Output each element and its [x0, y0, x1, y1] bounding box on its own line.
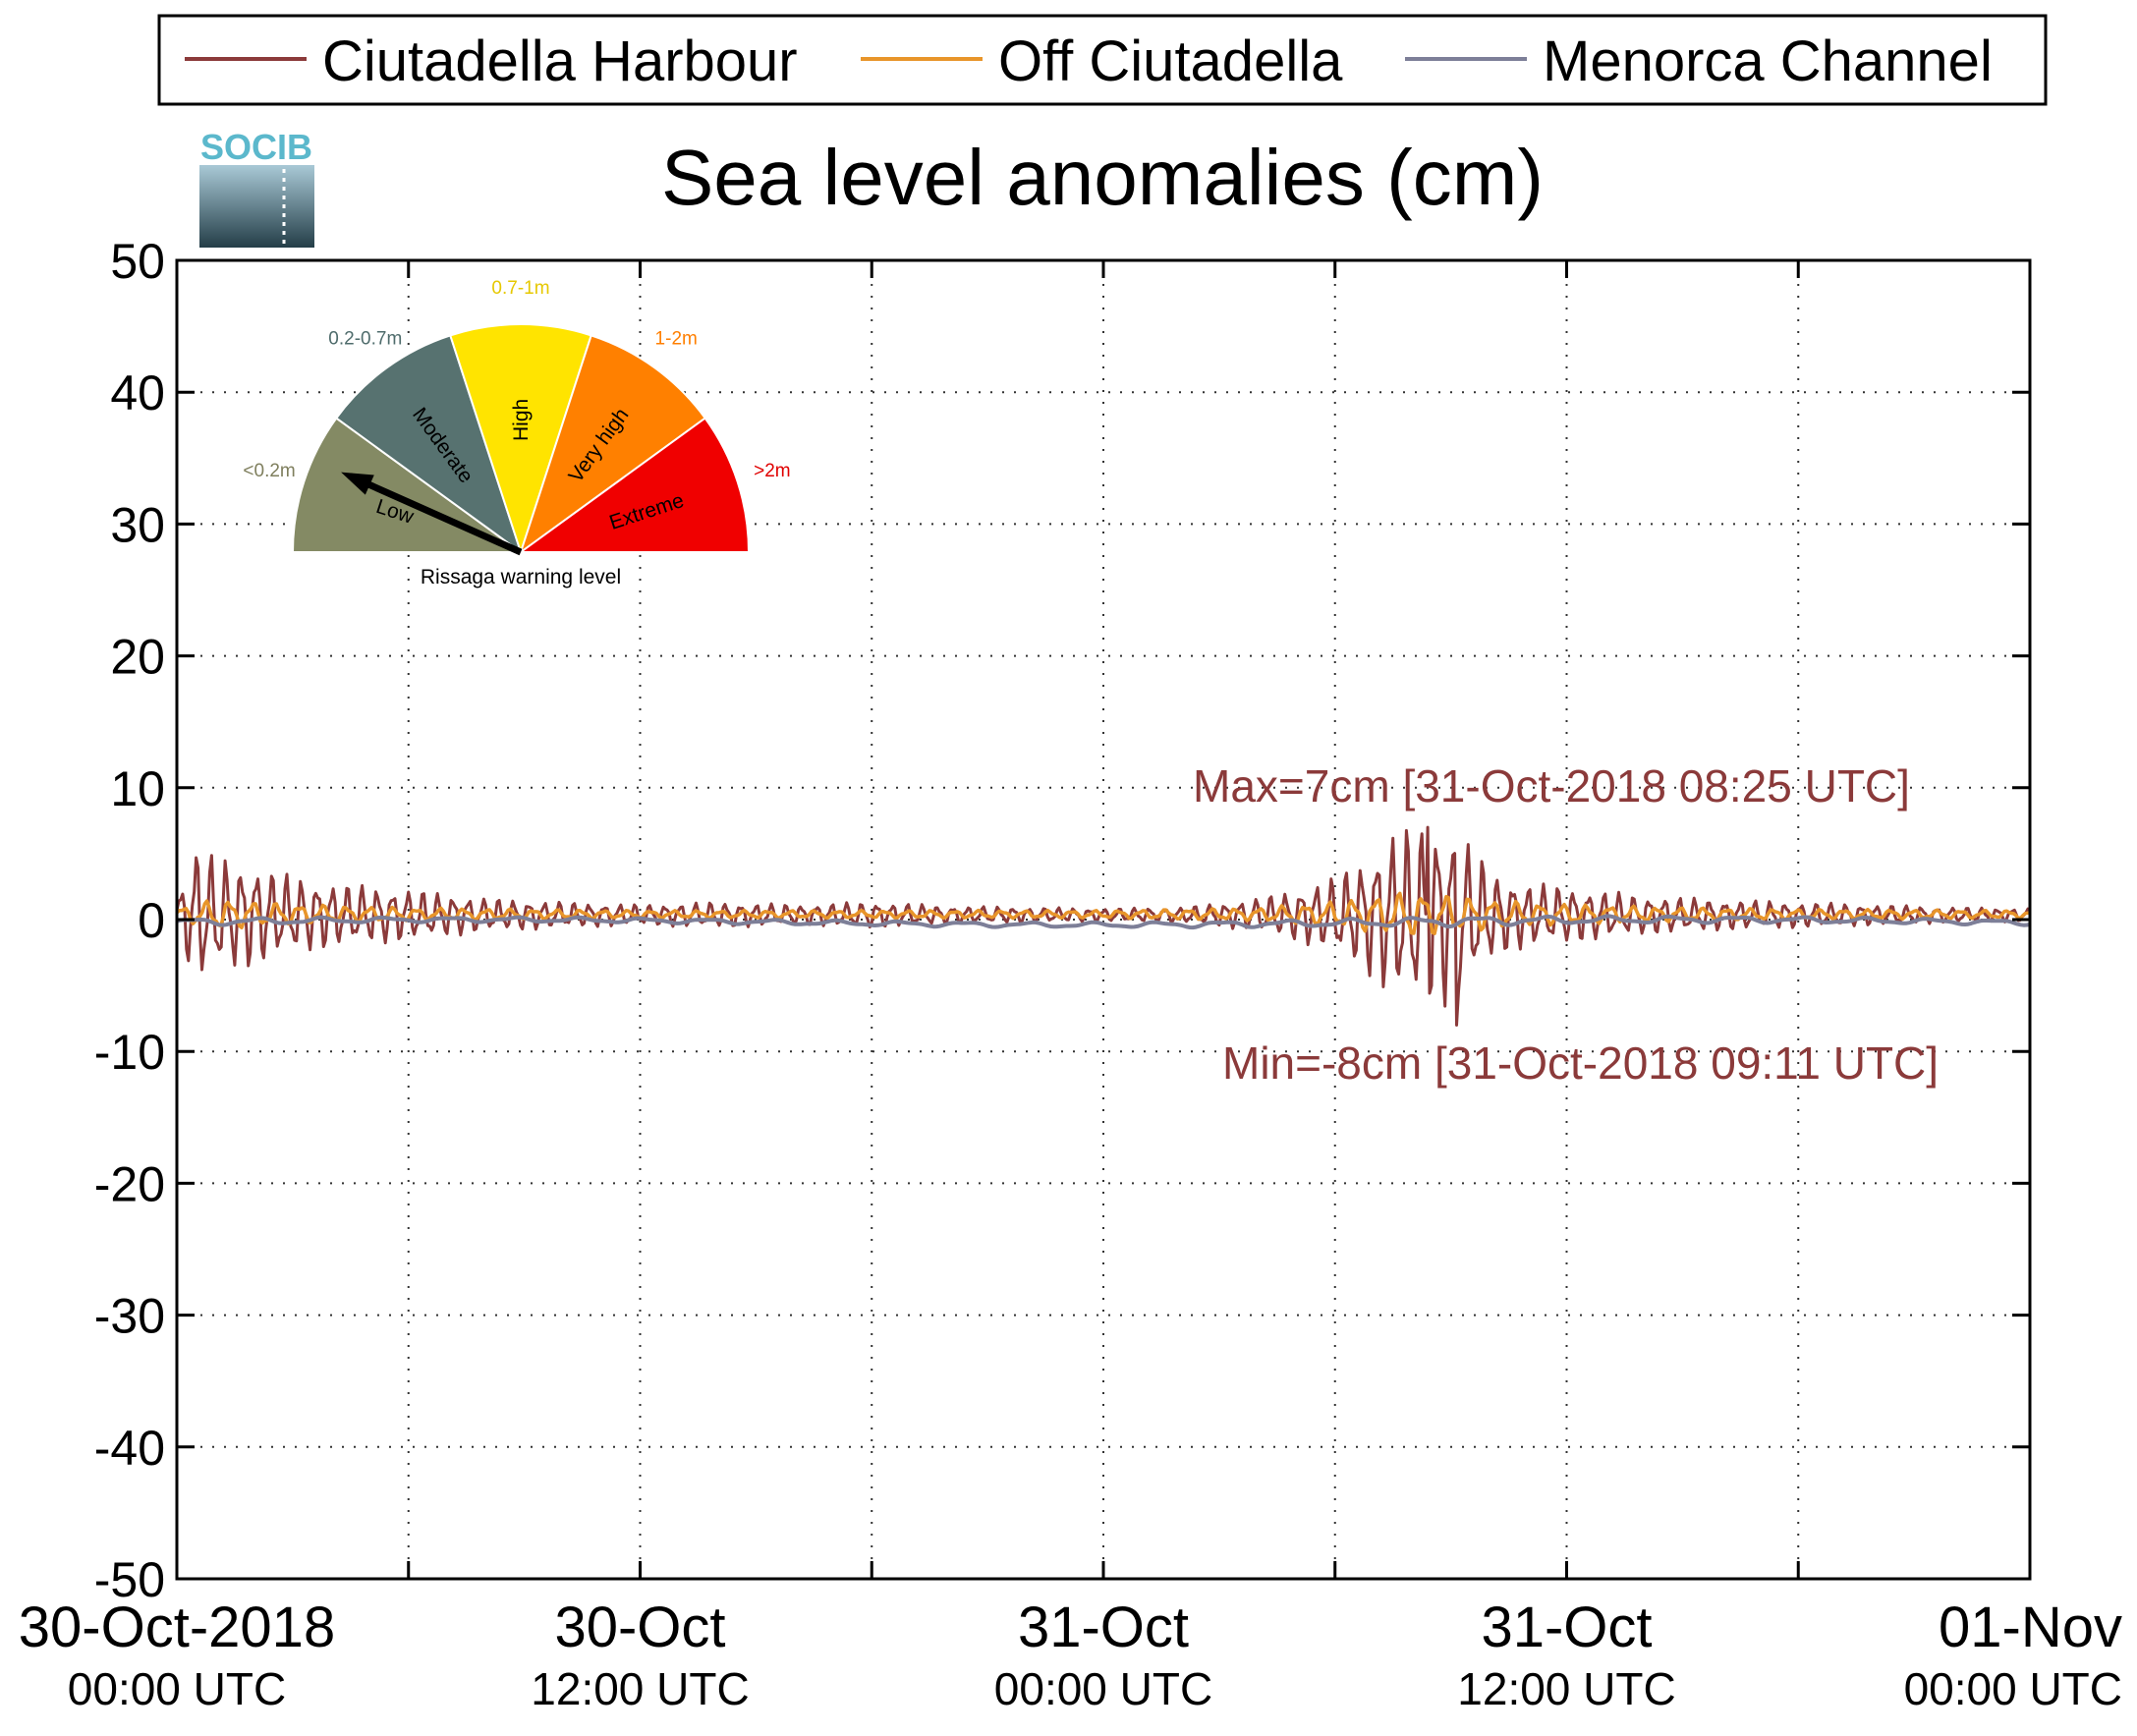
x-tick-label-time: 12:00 UTC [531, 1663, 749, 1714]
gauge-caption: Rissaga warning level [421, 566, 621, 588]
gauge-segment-low [291, 417, 525, 553]
legend-label-menorca-channel: Menorca Channel [1543, 29, 1993, 93]
x-tick-label-date: 30-Oct-2018 [19, 1596, 335, 1659]
gauge-needle [348, 473, 523, 556]
logo-text: SOCIB [200, 127, 312, 167]
gauge-range-label: >2m [754, 461, 791, 481]
y-tick-label: -10 [94, 1025, 165, 1080]
y-tick-label: 40 [110, 365, 165, 420]
y-tick-label: 20 [110, 630, 165, 685]
x-tick-label-date: 31-Oct [1481, 1596, 1652, 1659]
gauge-range-label: 1-2m [655, 328, 698, 349]
x-tick-label-date: 01-Nov [1939, 1596, 2122, 1659]
gauge-segment-high [449, 323, 592, 556]
x-tick-label-date: 30-Oct [554, 1596, 725, 1659]
series-layer [175, 825, 2032, 1027]
logo-badge [199, 165, 314, 248]
y-tick-label: -30 [94, 1289, 165, 1344]
y-tick-label: -20 [94, 1156, 165, 1211]
y-tick-label: 10 [110, 761, 165, 816]
socib-logo: SOCIB [199, 127, 314, 248]
gauge-range-label: <0.2m [243, 461, 295, 481]
min-annotation: Min=-8cm [31-Oct-2018 09:11 UTC] [1222, 1037, 1939, 1089]
x-tick-label-date: 31-Oct [1018, 1596, 1189, 1659]
max-annotation: Max=7cm [31-Oct-2018 08:25 UTC] [1193, 760, 1910, 812]
x-tick-label-time: 00:00 UTC [1904, 1663, 2122, 1714]
x-tick-label-time: 12:00 UTC [1457, 1663, 1675, 1714]
axis-ticks [175, 258, 2032, 1581]
gauge-level-label: High [510, 399, 533, 441]
x-tick-label-time: 00:00 UTC [68, 1663, 286, 1714]
y-tick-label: 0 [138, 893, 165, 948]
y-tick-label: -40 [94, 1421, 165, 1476]
gauge-segment-moderate [334, 334, 523, 555]
series-line-off-ciutadella [175, 891, 2031, 935]
y-tick-label: -50 [94, 1552, 165, 1607]
y-axis-tick-labels: 50 40 30 20 10 0 -10 -20 -30 -40 -50 [94, 234, 165, 1607]
series-line-menorca-channel [176, 914, 2031, 930]
legend-label-off-ciutadella: Off Ciutadella [998, 29, 1343, 93]
gauge-range-label: 0.7-1m [491, 278, 549, 299]
chart-title: Sea level anomalies (cm) [661, 134, 1544, 221]
x-tick-label-time: 00:00 UTC [994, 1663, 1212, 1714]
gauge-range-label: 0.2-0.7m [328, 328, 402, 349]
y-tick-label: 50 [110, 234, 165, 289]
legend-label-ciutadella-harbour: Ciutadella Harbour [322, 29, 798, 93]
legend-box [157, 14, 2048, 106]
gauge-segment-extreme [517, 417, 751, 553]
y-tick-label: 30 [110, 497, 165, 552]
legend: Ciutadella Harbour Off Ciutadella Menorc… [157, 14, 2048, 106]
gauge-segment-very-high [519, 334, 707, 555]
gauge-needle-head [341, 472, 374, 495]
